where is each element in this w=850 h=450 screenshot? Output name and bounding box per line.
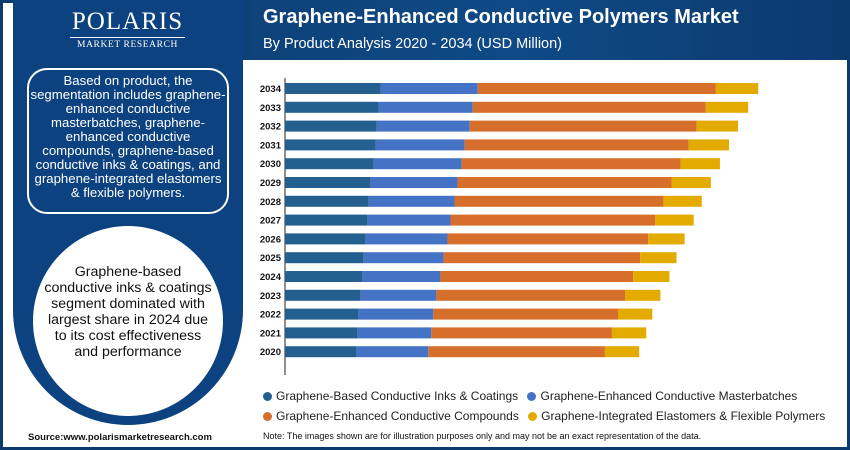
bar-segment — [648, 233, 685, 245]
bar-segment — [362, 271, 441, 282]
legend-item: Graphene-Based Conductive Inks & Coating… — [263, 389, 518, 403]
disclaimer-note: Note: The images shown are for illustrat… — [263, 431, 702, 441]
y-tick-label: 2022 — [260, 310, 281, 321]
bar-segment — [285, 158, 374, 170]
bar-segment — [618, 308, 653, 320]
bar-segment — [373, 158, 462, 170]
bar-segment — [640, 252, 677, 264]
bar-segment — [285, 101, 379, 113]
bar-segment — [285, 233, 366, 245]
y-tick-label: 2020 — [260, 347, 281, 358]
y-tick-label: 2023 — [260, 291, 281, 302]
segmentation-info-box: Based on product, the segmentation inclu… — [27, 68, 229, 214]
bar-segment — [285, 139, 376, 151]
bar-segment — [285, 252, 364, 264]
legend-item: Graphene-Enhanced Conductive Compounds — [263, 409, 519, 423]
bar-segment — [705, 101, 749, 113]
bar-segment — [472, 101, 706, 113]
bar-segment — [680, 158, 720, 170]
page-subtitle: By Product Analysis 2020 - 2034 (USD Mil… — [263, 36, 562, 52]
page-title: Graphene-Enhanced Conductive Polymers Ma… — [263, 6, 739, 28]
bar-segment — [380, 83, 478, 94]
legend-dot-icon — [528, 412, 538, 421]
bar-segment — [285, 177, 371, 188]
bar-segment — [370, 177, 458, 188]
highlight-circle: Graphene-based conductive inks & coating… — [33, 226, 223, 416]
bar-segment — [671, 177, 711, 188]
bar-segment — [436, 289, 626, 301]
bar-segment — [663, 195, 702, 207]
bar-segment — [367, 214, 451, 226]
y-tick-label: 2027 — [260, 216, 281, 227]
y-tick-label: 2029 — [260, 178, 281, 189]
y-tick-label: 2031 — [260, 140, 282, 151]
bar-segment — [625, 289, 661, 301]
bar-segment — [431, 327, 612, 339]
bar-segment — [376, 120, 470, 132]
y-tick-label: 2030 — [260, 159, 281, 170]
y-tick-label: 2026 — [260, 234, 281, 245]
bar-segment — [378, 101, 473, 113]
y-tick-label: 2028 — [260, 197, 281, 208]
bar-segment — [633, 271, 670, 282]
y-tick-label: 2034 — [260, 84, 282, 95]
bar-segment — [443, 252, 641, 264]
bar-segment — [357, 327, 432, 339]
bar-segment — [285, 327, 358, 339]
bar-segment — [454, 195, 664, 207]
bar-segment — [461, 158, 681, 170]
bar-segment — [285, 195, 369, 207]
bar-segment — [285, 346, 357, 358]
bar-segment — [356, 346, 429, 358]
source-text: Source:www.polarismarketresearch.com — [28, 432, 212, 443]
chart-area: 2034 2033 2032 2031 2030 2029 2028 2027 2026 2025… — [243, 60, 847, 444]
bar-segment — [360, 289, 437, 301]
bar-segment — [655, 214, 694, 226]
bar-segment — [469, 120, 697, 132]
bar-segment — [450, 214, 656, 226]
bar-segment — [285, 83, 381, 94]
bar-segment — [604, 346, 640, 358]
y-tick-label: 2033 — [260, 103, 281, 114]
bar-segment — [285, 271, 363, 282]
bar-segment — [447, 233, 649, 245]
bar-segment — [285, 289, 361, 301]
legend-dot-icon — [527, 392, 537, 401]
y-tick-label: 2025 — [260, 253, 282, 264]
bar-segment — [375, 139, 465, 151]
bar-segment — [611, 327, 647, 339]
bar-segment — [457, 177, 672, 188]
bar-segment — [464, 139, 689, 151]
bar-segment — [477, 83, 716, 94]
y-tick-label: 2024 — [260, 272, 282, 283]
bar-segment — [368, 195, 455, 207]
legend-dot-icon — [263, 412, 272, 421]
legend-dot-icon — [263, 392, 272, 401]
chart-legend: Graphene-Based Conductive Inks & Coating… — [263, 386, 831, 426]
bar-segment — [363, 252, 444, 264]
bar-segment — [696, 120, 739, 132]
bar-segment — [285, 120, 377, 132]
legend-item: Graphene-Enhanced Conductive Masterbatch… — [527, 389, 797, 403]
bar-segment — [715, 83, 759, 94]
stacked-bar-chart: 2034 2033 2032 2031 2030 2029 2028 2027 2026 2025… — [260, 78, 759, 375]
bar-segment — [428, 346, 605, 358]
polaris-logo: POLARIS MARKET RESEARCH — [70, 8, 185, 50]
bar-segment — [433, 308, 618, 320]
y-tick-label: 2032 — [260, 122, 281, 133]
bar-segment — [365, 233, 448, 245]
bar-segment — [285, 214, 368, 226]
bar-segment — [285, 308, 359, 320]
bar-segment — [358, 308, 434, 320]
y-tick-label: 2021 — [260, 328, 282, 339]
bar-segment — [440, 271, 634, 282]
legend-item: Graphene-Integrated Elastomers & Flexibl… — [528, 409, 825, 423]
bar-segment — [688, 139, 729, 151]
